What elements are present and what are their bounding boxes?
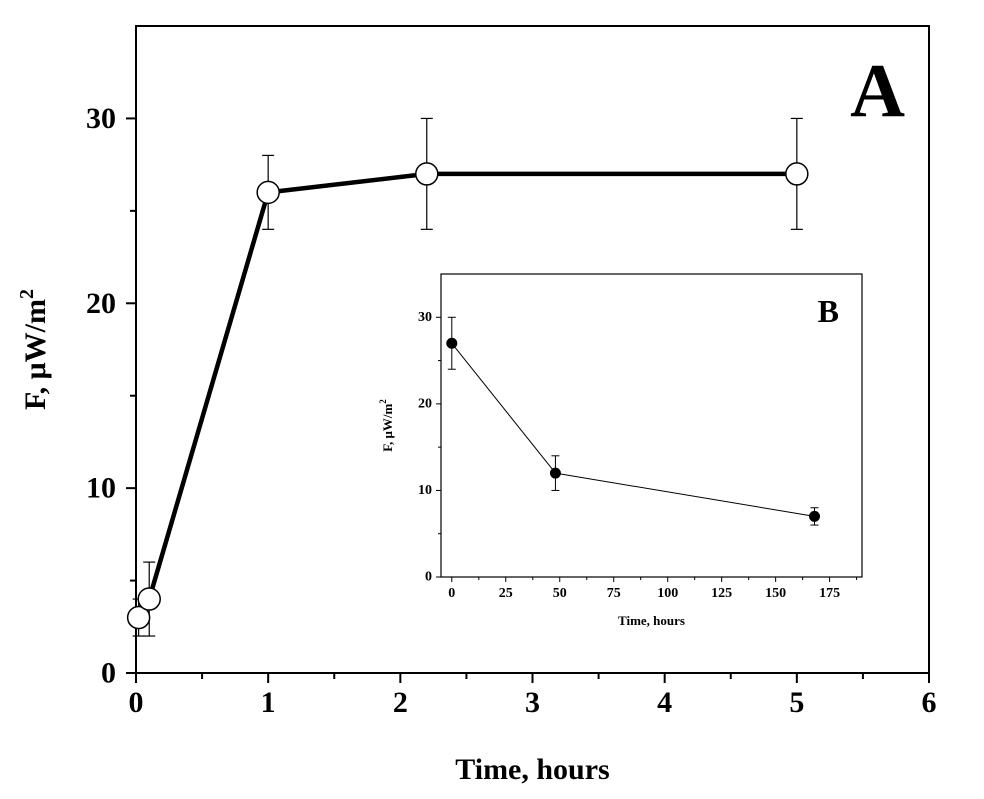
x-tick-label: 125 [711, 586, 732, 601]
y-tick-label: 30 [418, 310, 432, 325]
x-tick-label: 100 [657, 586, 678, 601]
x-tick-label: 3 [525, 686, 540, 719]
x-tick-label: 5 [789, 686, 804, 719]
x-tick-label: 0 [448, 586, 455, 601]
y-axis-title-superscript: 2 [16, 289, 38, 299]
y-axis-title-main: F, μW/m [19, 299, 52, 410]
data-point [126, 605, 151, 630]
data-point [549, 467, 561, 479]
panel-label: B [818, 293, 839, 329]
data-point [446, 337, 458, 349]
plot-frame [440, 273, 863, 578]
y-axis-title-superscript: 2 [378, 399, 388, 404]
x-tick-label: 0 [129, 686, 144, 719]
data-point [256, 180, 280, 205]
x-tick-label: 175 [819, 586, 840, 601]
x-tick-label: 4 [657, 686, 672, 719]
x-tick-label: 75 [607, 586, 621, 601]
x-tick-label: 2 [393, 686, 408, 719]
x-tick-label: 1 [261, 686, 276, 719]
y-tick-label: 10 [418, 483, 432, 498]
data-point [785, 162, 809, 186]
y-axis-title: F, μW/m2 [378, 399, 395, 452]
data-point [809, 510, 821, 522]
x-tick-label: 50 [553, 586, 567, 601]
y-tick-label: 20 [86, 287, 116, 320]
data-point [415, 162, 439, 186]
y-tick-label: 20 [418, 396, 432, 411]
y-tick-label: 10 [86, 472, 116, 505]
inset-chart: 0 25 50 75 100 125 150 175 0 10 20 30 Time, hours F, … [378, 273, 863, 628]
y-axis-title: F, μW/m2 [16, 289, 52, 410]
x-tick-label: 150 [765, 586, 786, 601]
data-point [137, 587, 161, 611]
x-tick-label: 25 [499, 586, 513, 601]
y-tick-label: 0 [101, 657, 116, 690]
y-axis-title-main: F, μW/m [380, 404, 395, 452]
inset-background [441, 274, 862, 577]
x-axis-title: Time, hours [618, 613, 685, 628]
x-tick-label: 6 [922, 686, 937, 719]
y-tick-label: 0 [425, 570, 432, 585]
panel-label: A [850, 49, 905, 133]
y-tick-label: 30 [86, 102, 116, 135]
x-axis-title: Time, hours [455, 753, 609, 786]
